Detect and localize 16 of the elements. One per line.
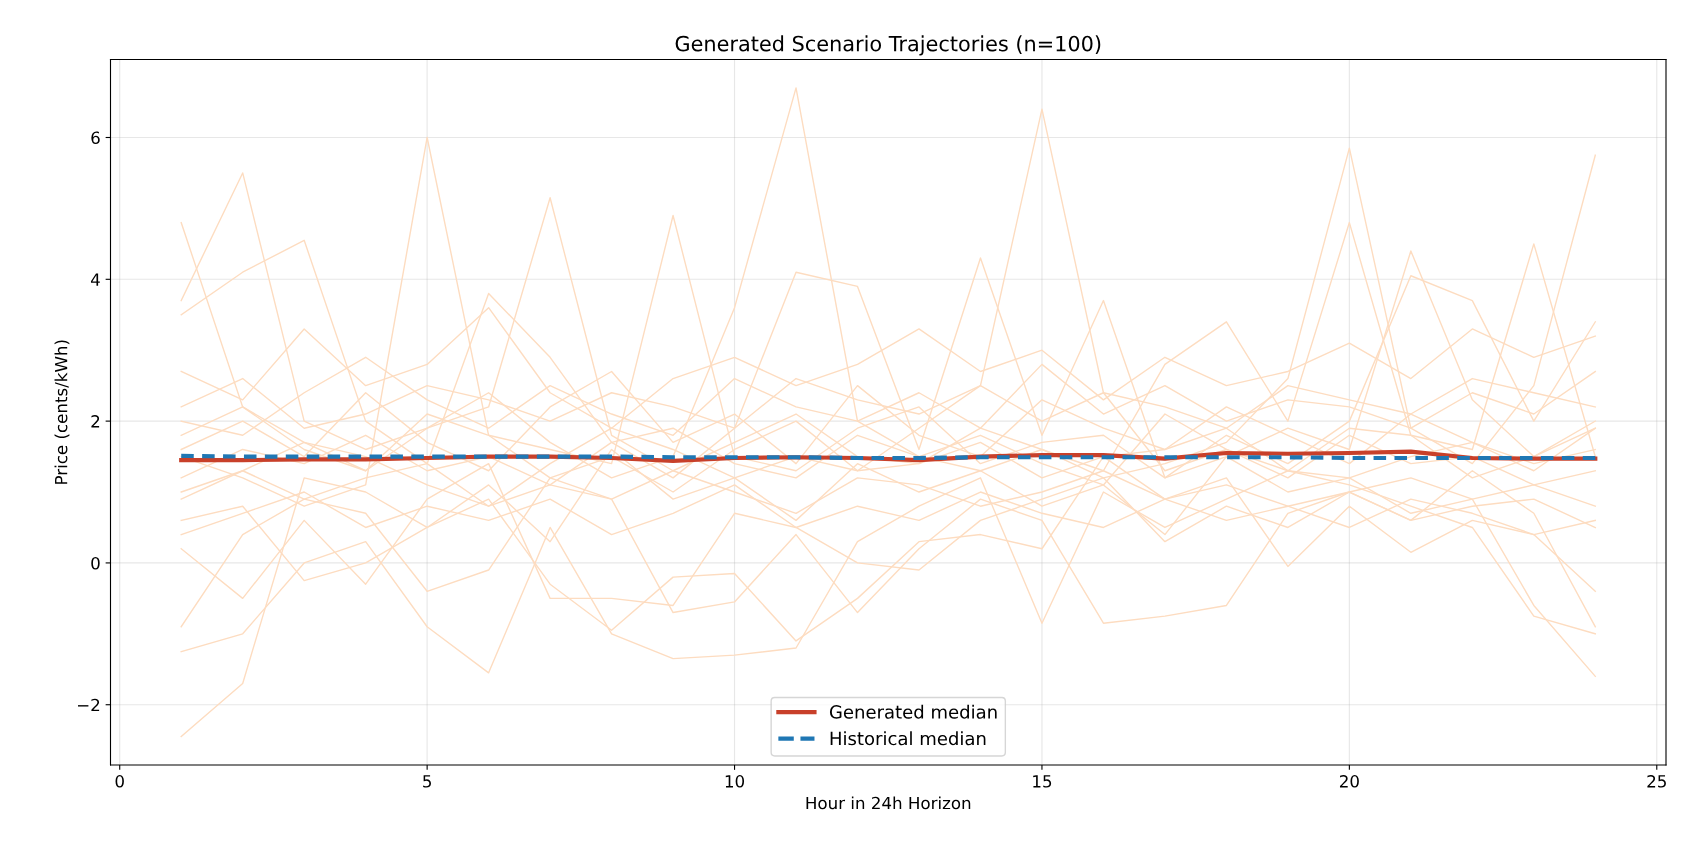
legend-label: Historical median — [830, 731, 986, 746]
chart-title: Generated Scenario Trajectories (n=100) — [675, 35, 1101, 56]
x-tick-label: 25 — [1647, 775, 1666, 788]
y-axis-title: Price (cents/kWh) — [54, 340, 70, 484]
y-tick-label: 4 — [90, 273, 100, 286]
x-tick-label: 20 — [1339, 775, 1359, 788]
y-tick-label: −2 — [77, 698, 100, 712]
x-tick-label: 10 — [725, 775, 745, 788]
y-tick-label: 0 — [91, 556, 100, 570]
x-axis-title: Hour in 24h Horizon — [806, 796, 971, 810]
x-tick-label: 0 — [115, 775, 124, 788]
x-tick-label: 5 — [423, 775, 431, 788]
y-tick-label: 6 — [91, 131, 100, 145]
y-tick-label: 2 — [91, 415, 100, 428]
legend-label: Generated median — [829, 704, 997, 719]
x-tick-label: 15 — [1033, 775, 1052, 788]
